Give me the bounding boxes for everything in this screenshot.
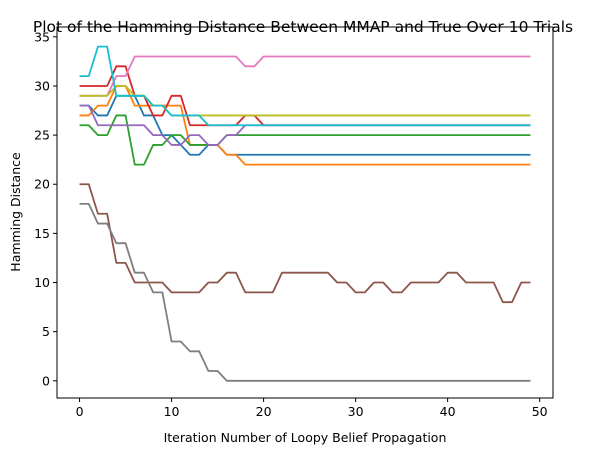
y-axis-label: Hamming Distance bbox=[8, 152, 23, 272]
x-axis-label: Iteration Number of Loopy Belief Propaga… bbox=[164, 430, 447, 445]
x-tick-label: 40 bbox=[440, 404, 456, 419]
x-tick-label: 20 bbox=[256, 404, 272, 419]
x-tick-label: 30 bbox=[348, 404, 364, 419]
y-tick-label: 25 bbox=[34, 128, 50, 143]
series-line-3 bbox=[79, 114, 531, 166]
y-tick-label: 5 bbox=[42, 324, 50, 339]
y-tick-label: 30 bbox=[34, 78, 50, 93]
y-axis-ticks: 0 5 10 15 20 25 30 35 bbox=[34, 29, 57, 388]
y-tick-label: 20 bbox=[34, 177, 50, 192]
series-line-4 bbox=[79, 65, 531, 127]
y-tick-label: 0 bbox=[42, 373, 50, 388]
series-line-1 bbox=[79, 94, 531, 156]
y-tick-label: 35 bbox=[34, 29, 50, 44]
series-line-7 bbox=[79, 55, 531, 97]
series-layer bbox=[79, 45, 531, 382]
y-tick-label: 10 bbox=[34, 275, 50, 290]
x-tick-label: 50 bbox=[532, 404, 548, 419]
x-tick-label: 10 bbox=[164, 404, 180, 419]
plot-frame bbox=[56, 26, 554, 399]
x-axis-ticks: 0 10 20 30 40 50 bbox=[76, 398, 548, 419]
series-line-10 bbox=[79, 45, 531, 127]
series-line-6 bbox=[79, 183, 531, 304]
x-tick-label: 0 bbox=[76, 404, 84, 419]
y-tick-label: 15 bbox=[34, 226, 50, 241]
series-line-8 bbox=[79, 202, 531, 382]
